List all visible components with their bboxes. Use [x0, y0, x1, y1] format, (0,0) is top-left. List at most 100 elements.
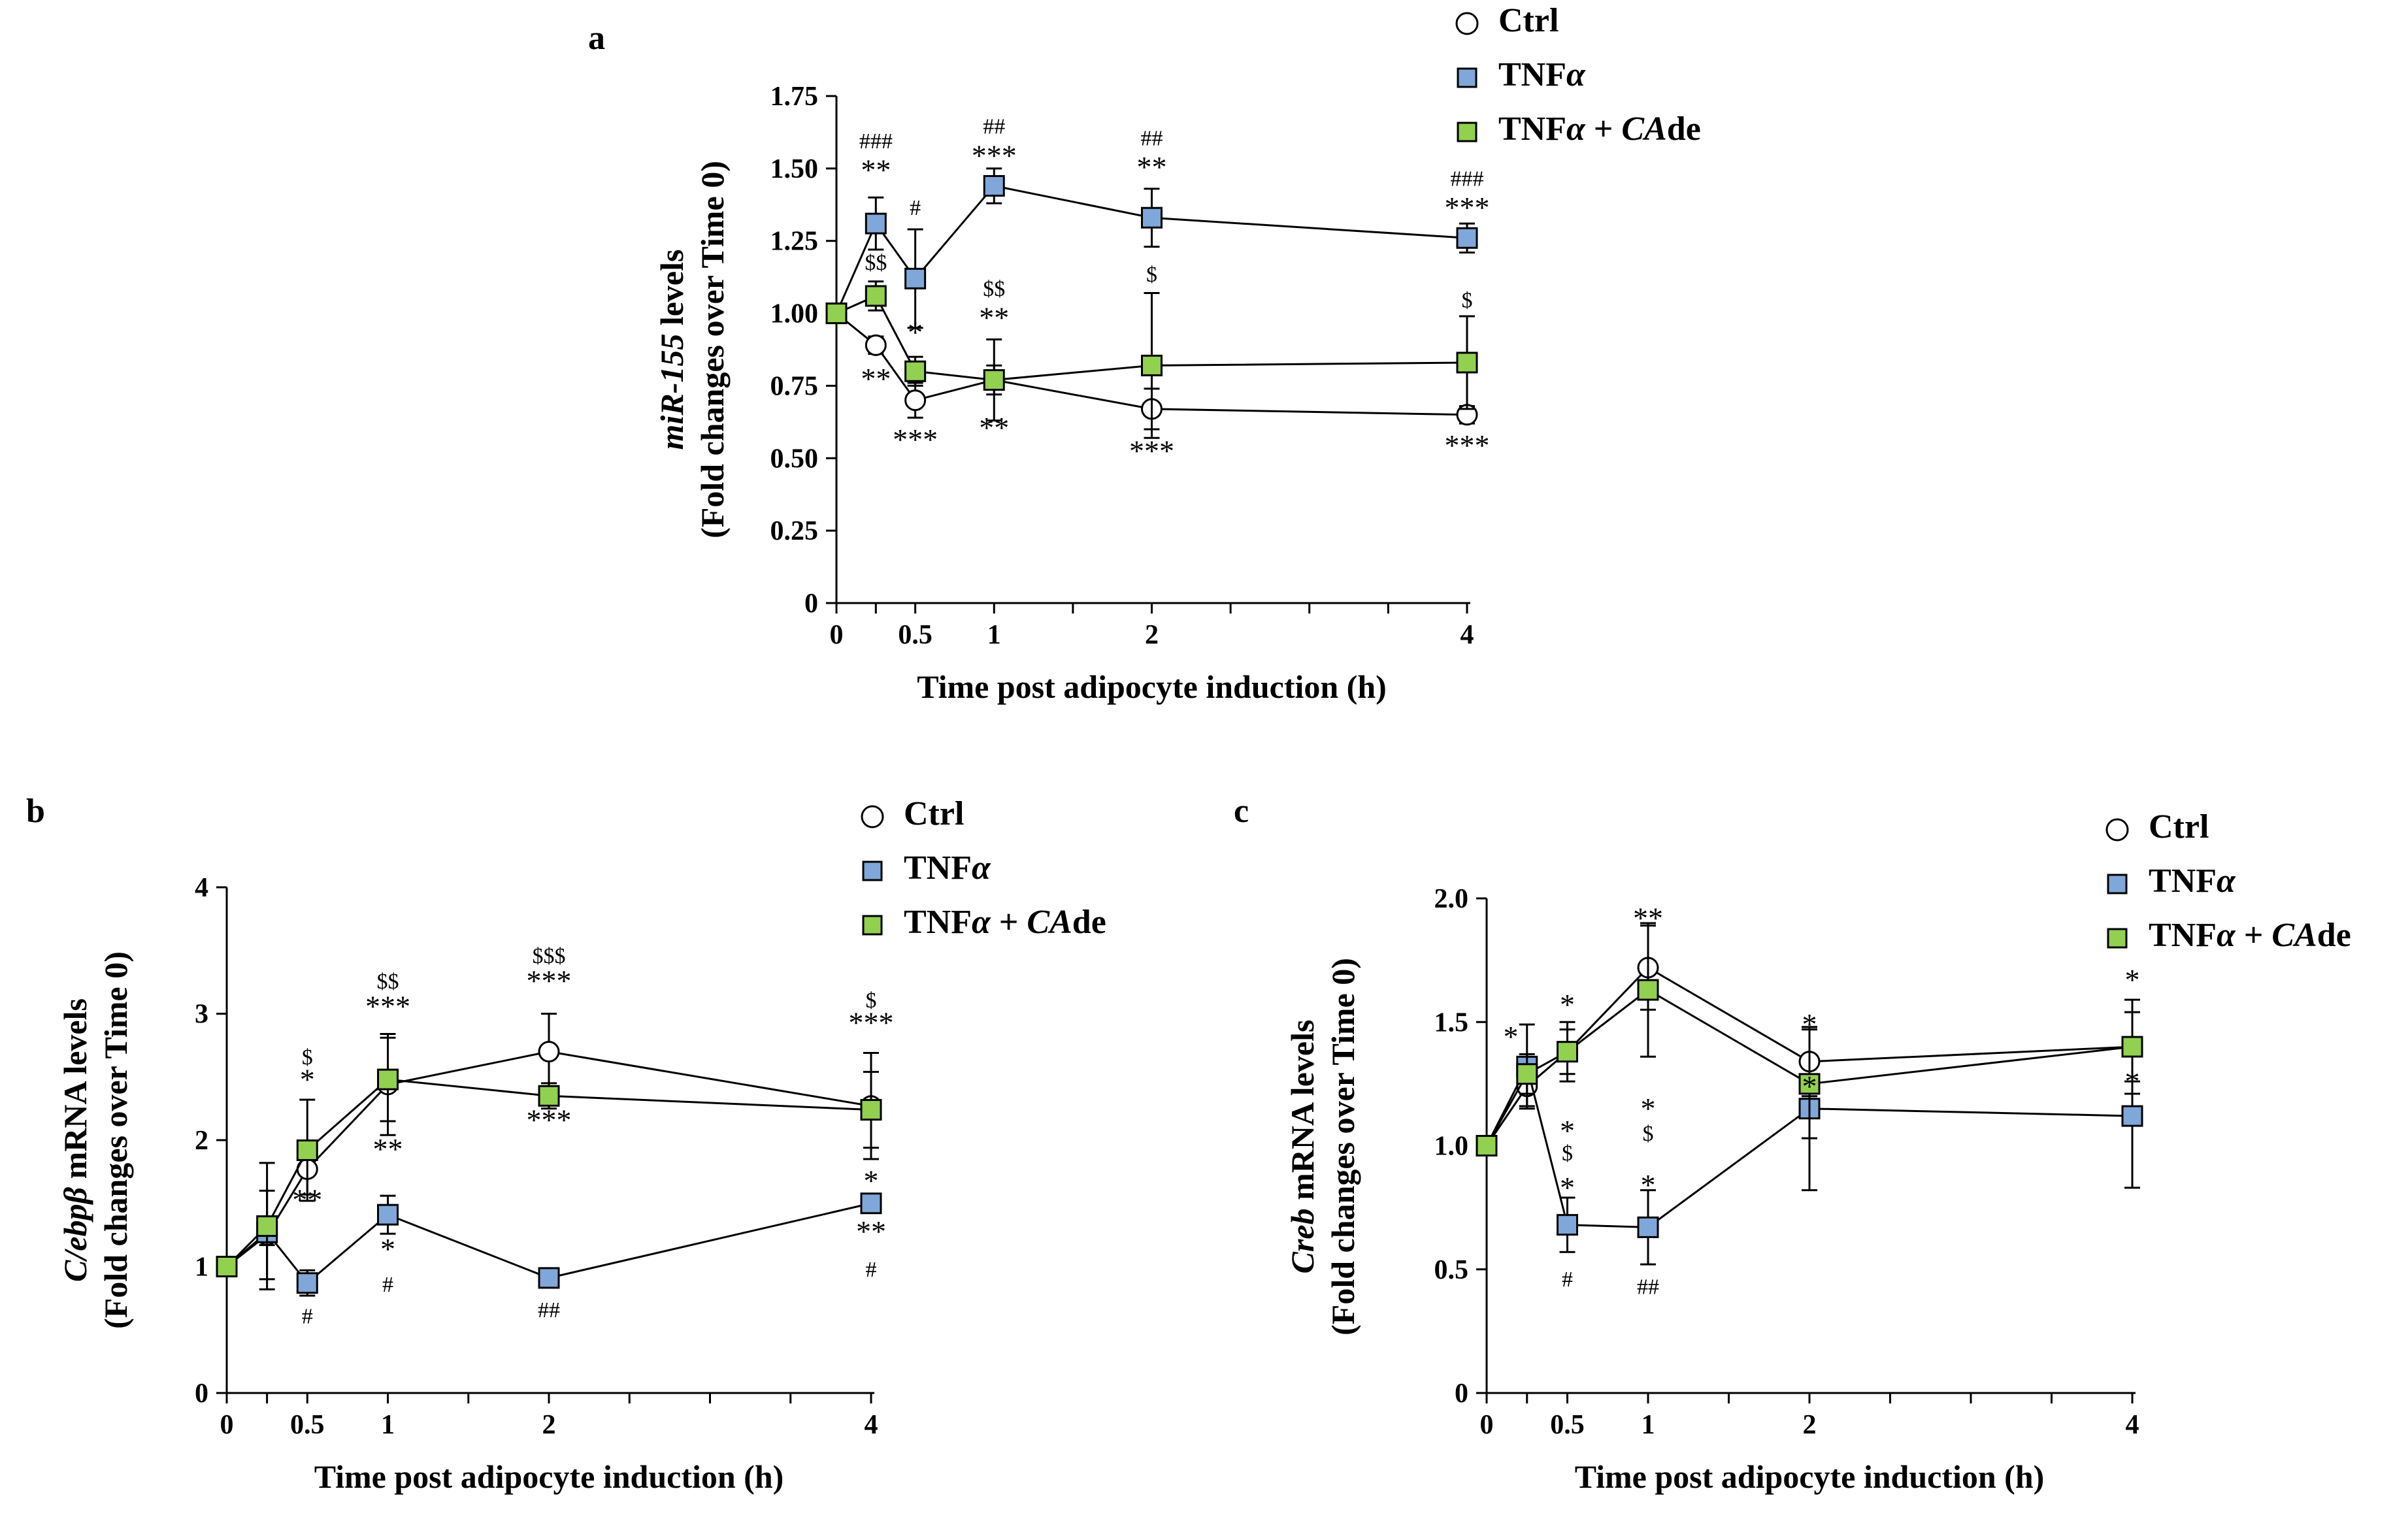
panel-a-significance-mark: *** [1445, 429, 1490, 462]
panel-a-y-axis-label-line1: miR-155 levels [653, 250, 690, 450]
panel-a-legend-label-rest2: de [1667, 110, 1701, 148]
panel-b-legend-label-rest2: de [1072, 904, 1106, 941]
panel-a-legend-label-tnf_cade: TNFα + CAde [1498, 110, 1701, 148]
panel-a-legend-marker-ctrl [1455, 12, 1479, 35]
panel-a-legend-label-ctrl: Ctrl [1498, 2, 1559, 39]
panel-c-x-axis-label: Time post adipocyte induction (h) [1575, 1458, 2045, 1495]
panel-b: b 0 1 2 3 4 0 0.5 1 2 4 Time post adipocyte inducti… [26, 793, 1106, 1495]
panel-a-y-axis-label-line2: (Fold changes over Time 0) [694, 161, 731, 538]
panel-b-significance-mark: * [380, 1232, 395, 1266]
panel-b-y-tick-label: 2 [195, 1126, 208, 1156]
panel-c-tnf_cade-point [1798, 1073, 1821, 1095]
panel-c-significance-mark: # [1562, 1268, 1573, 1292]
panel-a-tnf-point [1456, 227, 1478, 249]
panel-a-significance-mark: # [910, 196, 921, 220]
panel-c-significance-mark: ** [1633, 901, 1663, 934]
panel-a-tnf_cade-point [825, 303, 848, 325]
panel-c-significance-mark: * [1504, 1020, 1519, 1053]
panel-b-significance-mark: ** [856, 1215, 886, 1248]
panel-a-tnf-point [983, 174, 1005, 197]
panel-b-panel-label: b [26, 793, 45, 830]
panel-c-tnf_cade-point [1476, 1135, 1498, 1156]
panel-a-tnf_cade-point [904, 360, 927, 382]
panel-a-tnf_cade-point [865, 285, 887, 307]
panel-b-y-axis-label-line1: C/ebpβ mRNA levels [57, 998, 93, 1282]
panel-b-significance-mark: *** [527, 964, 572, 998]
panel-c-axes [1485, 898, 2136, 1394]
panel-a-y-tick-label: 1.50 [770, 154, 819, 184]
panel-c-y-axis-label-line2: (Fold changes over Time 0) [1325, 958, 1361, 1335]
panel-b-y-axis-label-rest: mRNA levels [57, 998, 93, 1187]
panel-a-legend-marker-tnf [1457, 67, 1477, 88]
panel-c-x-tick-label: 0.5 [1550, 1410, 1585, 1440]
panel-c-x-tick-label: 4 [2126, 1410, 2139, 1440]
panel-a-significance-mark: ** [979, 301, 1009, 335]
panel-b-tnf_cade-point [860, 1099, 882, 1121]
panel-c-tnf-point [1637, 1216, 1659, 1238]
panel-c-legend-label-text: Ctrl [2149, 808, 2209, 845]
panel-a-significance-mark: *** [972, 139, 1017, 172]
panel-b-tnf_cade-point [256, 1215, 278, 1237]
panel-c-y-axis-label: Creb mRNA levels (Fold changes over Time … [1284, 958, 1361, 1335]
panel-c-y-tick-label: 0.5 [1434, 1255, 1469, 1285]
panel-c-legend-label-italic2: CA [2271, 917, 2317, 954]
panel-c-legend-marker-tnf [2107, 874, 2128, 894]
panel-c-tnf_cade-point [1516, 1063, 1538, 1085]
panel-a-tnf-point [1141, 206, 1163, 229]
panel-c-significance-mark: * [1802, 1008, 1817, 1041]
panel-b-significance-mark: ** [373, 1132, 403, 1166]
panel-b-x-tick-label: 2 [542, 1410, 556, 1440]
panel-a-ctrl-point [904, 389, 927, 412]
panel-a-significance-mark: $$ [983, 277, 1005, 301]
panel-b-series-tnf_cade [216, 1036, 882, 1290]
panel-c-x-tick-label: 2 [1803, 1410, 1817, 1440]
panel-a-y-axis-label-italic: miR-155 [653, 334, 690, 450]
panel-c-significance-mark: * [1641, 1168, 1656, 1202]
panel-b-y-tick-label: 4 [195, 873, 208, 903]
panel-a-significance-mark: ## [983, 115, 1005, 139]
panel-c-legend-label-text: TNF [2149, 862, 2217, 900]
panel-a-legend-label-italic: α [1566, 110, 1586, 148]
panel-b-legend-marker-ctrl [861, 805, 884, 828]
panel-b-y-tick-label: 3 [195, 1000, 208, 1030]
panel-a-significance-mark: ** [1137, 150, 1167, 184]
panel-b-tnf_cade-point [296, 1139, 318, 1161]
panel-a-legend-label-rest: + [1585, 110, 1622, 148]
panel-b-y-tick-label: 1 [195, 1253, 208, 1283]
panel-c-y-axis-label-rest: mRNA levels [1284, 1020, 1321, 1209]
panel-a-significance-mark: $$ [865, 251, 887, 275]
panel-a-x-tick-label: 0 [830, 620, 844, 650]
panel-c-legend-label-rest: + [2236, 917, 2272, 954]
panel-a-y-axis-label-rest: levels [653, 250, 690, 334]
panel-b-x-tick-label: 0.5 [290, 1410, 325, 1440]
panel-c-y-tick-label: 2.0 [1434, 884, 1469, 914]
panel-c-tnf_cade-line [1485, 989, 2133, 1147]
panel-a-tnf_cade-point [1141, 354, 1163, 376]
panel-c-y-axis-label-italic: Creb [1284, 1208, 1321, 1273]
panel-a-y-tick-label: 1.75 [770, 82, 819, 112]
panel-a-significance-mark: ** [861, 154, 891, 187]
panel-a-tnf_cade-point [983, 369, 1005, 391]
panel-a-legend-label-italic2: CA [1621, 110, 1666, 148]
panel-c-tnf_cade-point [1557, 1041, 1578, 1063]
panel-a-legend-label-text: TNF [1498, 56, 1566, 93]
panel-b-x-tick-label: 0 [220, 1410, 234, 1440]
panel-b-legend-label-ctrl: Ctrl [904, 795, 964, 832]
panel-b-significance-mark: *** [849, 1006, 894, 1040]
panel-c: c 0 0.5 1.0 1.5 2.0 0 0.5 1 2 4 Time post adipocyte… [1234, 793, 2351, 1495]
panel-b-legend-label-text: TNF [904, 849, 972, 887]
panel-a-tnf-line [835, 184, 1468, 314]
panel-b-significance-mark: # [382, 1273, 393, 1297]
panel-a-significance-mark: *** [1129, 434, 1174, 468]
panel-a-x-tick-label: 2 [1145, 620, 1159, 650]
panel-a-ctrl-point [865, 334, 887, 356]
panel-c-legend-label-italic: α [2217, 862, 2236, 900]
panel-b-legend-label-tnf: TNFα [904, 849, 991, 887]
panel-c-legend-label-rest2: de [2317, 917, 2351, 954]
panel-b-y-axis-label-line2: (Fold changes over Time 0) [97, 951, 134, 1329]
panel-b-significance-mark: *** [365, 989, 410, 1023]
panel-c-significance-mark: $ [1643, 1122, 1654, 1146]
panel-b-tnf_cade-point [377, 1068, 399, 1090]
